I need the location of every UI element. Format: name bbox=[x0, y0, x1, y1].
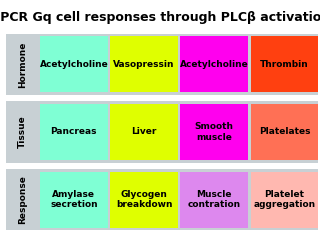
Bar bbox=[110, 104, 178, 160]
Bar bbox=[40, 172, 108, 228]
Text: Hormone: Hormone bbox=[18, 41, 27, 88]
Text: Muscle
contration: Muscle contration bbox=[188, 190, 241, 209]
Bar bbox=[6, 101, 318, 163]
Bar bbox=[40, 104, 108, 160]
Text: Acetylcholine: Acetylcholine bbox=[39, 60, 108, 69]
Bar bbox=[110, 172, 178, 228]
Text: Response: Response bbox=[18, 175, 27, 224]
Bar bbox=[6, 34, 318, 95]
Bar bbox=[251, 172, 318, 228]
Text: Tissue: Tissue bbox=[18, 116, 27, 148]
Bar bbox=[251, 36, 318, 92]
Text: Platelet
aggregation: Platelet aggregation bbox=[253, 190, 316, 209]
Text: Liver: Liver bbox=[132, 127, 157, 137]
Text: Vasopressin: Vasopressin bbox=[113, 60, 175, 69]
Text: Acetylcholine: Acetylcholine bbox=[180, 60, 249, 69]
Text: Glycogen
breakdown: Glycogen breakdown bbox=[116, 190, 172, 209]
Bar bbox=[110, 36, 178, 92]
Text: Amylase
secretion: Amylase secretion bbox=[50, 190, 98, 209]
Bar bbox=[251, 104, 318, 160]
Text: Smooth
muscle: Smooth muscle bbox=[195, 122, 234, 142]
Text: Platelates: Platelates bbox=[259, 127, 310, 137]
Text: Thrombin: Thrombin bbox=[260, 60, 309, 69]
Bar bbox=[180, 36, 248, 92]
Text: GPCR Gq cell responses through PLCβ activation: GPCR Gq cell responses through PLCβ acti… bbox=[0, 11, 320, 24]
Text: Pancreas: Pancreas bbox=[51, 127, 97, 137]
Bar bbox=[40, 36, 108, 92]
Bar bbox=[6, 169, 318, 230]
Bar bbox=[180, 172, 248, 228]
Bar bbox=[180, 104, 248, 160]
